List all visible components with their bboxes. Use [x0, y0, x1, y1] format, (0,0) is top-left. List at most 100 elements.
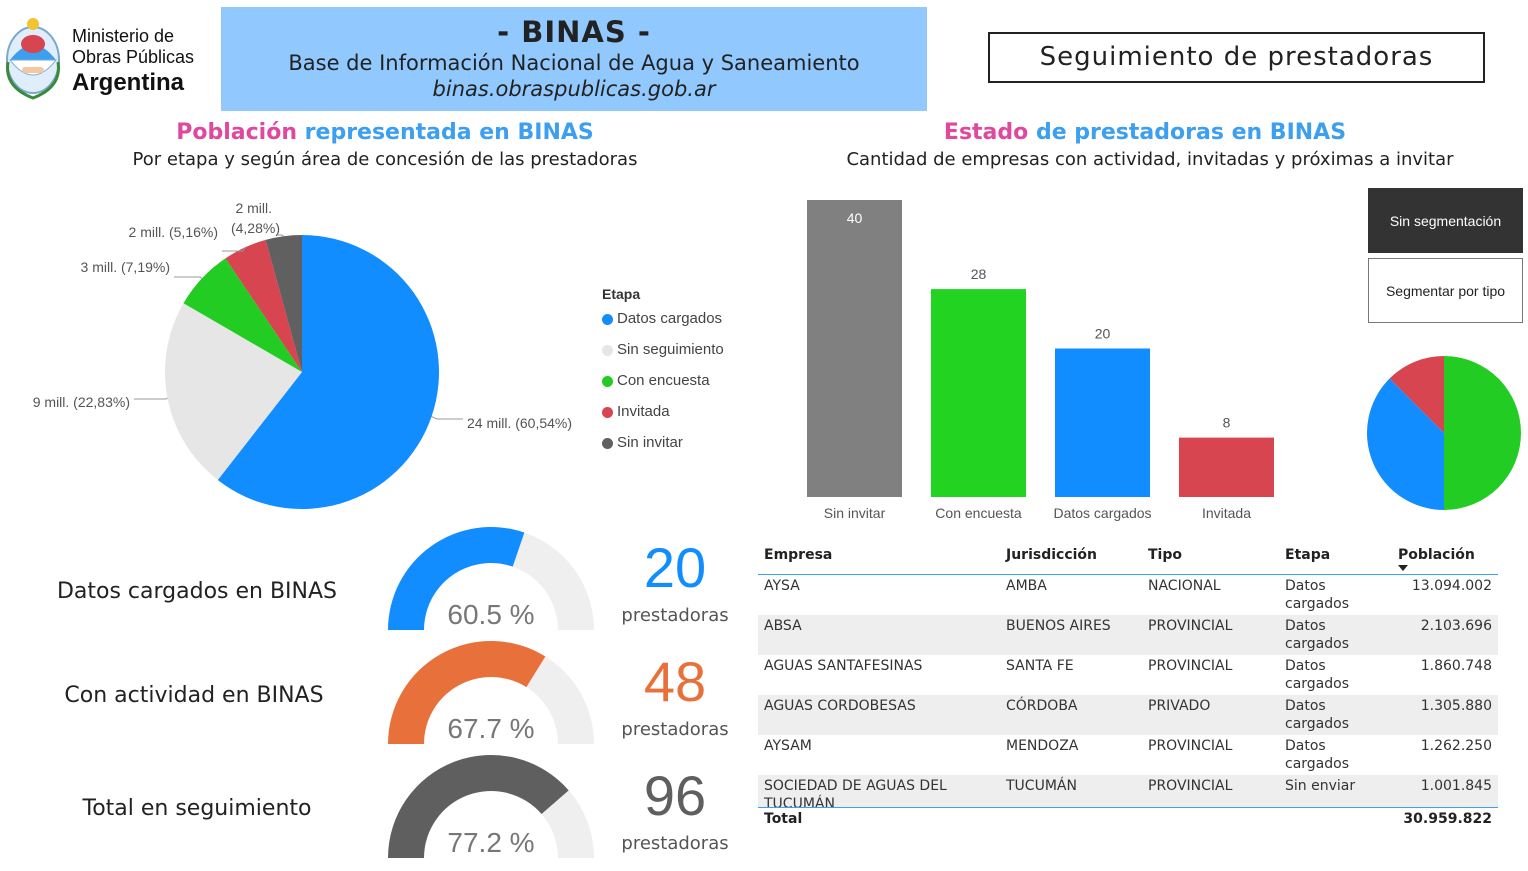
gauge-percent: 77.2 % — [447, 827, 534, 858]
gauge-label-con-actividad: Con actividad en BINAS — [64, 683, 324, 708]
legend-dot — [602, 376, 613, 387]
sort-desc-icon[interactable] — [1398, 565, 1408, 571]
gauge-percent: 60.5 % — [447, 599, 534, 630]
cell-etapa: Datos cargados — [1285, 578, 1349, 612]
cell-tipo: PROVINCIAL — [1148, 738, 1233, 754]
table-row[interactable]: ABSA BUENOS AIRES PROVINCIAL Datos cargados… — [758, 615, 1498, 655]
col-header-empresa[interactable]: Empresa — [764, 547, 833, 563]
binas-url[interactable]: binas.obraspublicas.gob.ar — [432, 77, 716, 101]
legend-item-sin-invitar[interactable]: Sin invitar — [602, 434, 724, 465]
legend-label: Sin invitar — [617, 434, 683, 451]
pie-data-label: 2 mill. (4,28%) — [231, 200, 280, 236]
ministry-line-2: Obras Públicas — [72, 47, 195, 67]
legend-item-invitada[interactable]: Invitada — [602, 403, 724, 434]
gauge-con-actividad: 67.7 % — [388, 641, 594, 744]
bar-category-label: Invitada — [1202, 505, 1251, 521]
bar-value-label: 20 — [1095, 326, 1111, 342]
pie-data-label: 2 mill. (5,16%) — [129, 224, 218, 240]
cell-poblacion: 13.094.002 — [1411, 578, 1492, 594]
cell-etapa: Datos cargados — [1285, 738, 1349, 772]
pie-section-subtitle: Por etapa y según área de concesión de l… — [132, 149, 638, 170]
gauge-count-datos-cargados: 20 — [643, 536, 707, 599]
cell-tipo: NACIONAL — [1148, 578, 1221, 594]
legend-dot — [602, 438, 613, 449]
small-pie-slice[interactable] — [1389, 356, 1444, 433]
pie-data-label: 24 mill. (60,54%) — [467, 415, 572, 431]
total-empty — [1142, 808, 1279, 830]
table-body[interactable]: AYSA AMBA NACIONAL Datos cargados 13.094.002… — [758, 575, 1498, 807]
gauge-count-total: 96 — [643, 764, 707, 827]
bar-title-part1: Estado — [943, 120, 1029, 145]
gauge-unit: prestadoras — [621, 833, 729, 854]
binas-subtitle: Base de Información Nacional de Agua y S… — [288, 51, 860, 75]
table-row[interactable]: AGUAS CORDOBESAS CÓRDOBA PRIVADO Datos carg… — [758, 695, 1498, 735]
pie-section-title: Población representada en BINAS — [110, 120, 660, 145]
pie-slice-sin-seguimiento[interactable] — [164, 303, 302, 481]
pie-title-part1: Población — [176, 120, 297, 145]
pie-slice-invitada[interactable] — [225, 239, 302, 372]
providers-table: Empresa Jurisdicción Tipo Etapa Població… — [758, 540, 1498, 830]
cell-empresa: AYSA — [764, 578, 800, 594]
legend-item-datos-cargados[interactable]: Datos cargados — [602, 310, 724, 341]
argentina-seal-icon — [6, 18, 60, 100]
table-header: Empresa Jurisdicción Tipo Etapa Població… — [758, 540, 1498, 575]
col-header-poblacion-label: Población — [1398, 547, 1475, 563]
cell-jurisdiccion: SANTA FE — [1006, 658, 1074, 674]
legend-dot — [602, 345, 613, 356]
cell-tipo: PRIVADO — [1148, 698, 1211, 714]
cell-etapa: Datos cargados — [1285, 658, 1349, 692]
bar-con-encuesta[interactable] — [931, 289, 1026, 497]
cell-empresa: AYSAM — [764, 738, 812, 754]
col-header-tipo[interactable]: Tipo — [1148, 547, 1182, 563]
table-row[interactable]: SOCIEDAD DE AGUAS DEL TUCUMÁN TUCUMÁN PROV… — [758, 775, 1498, 807]
bar-sin-invitar[interactable] — [807, 200, 902, 497]
legend-label: Con encuesta — [617, 372, 710, 389]
population-pie-chart[interactable]: 24 mill. (60,54%) 9 mill. (22,83%) 3 mill.… — [0, 185, 600, 530]
cell-empresa: SOCIEDAD DE AGUAS DEL TUCUMÁN — [764, 778, 947, 807]
gauge-fill — [388, 755, 569, 858]
page-title: Seguimiento de prestadoras — [988, 32, 1485, 83]
legend-item-sin-seguimiento[interactable]: Sin seguimiento — [602, 341, 724, 372]
status-bar-chart[interactable]: 40 Sin invitar 28 Con encuesta 20 Datos carga… — [790, 190, 1290, 530]
cell-empresa: ABSA — [764, 618, 802, 634]
pie-legend: Etapa Datos cargados Sin seguimiento Con… — [602, 286, 724, 465]
cell-etapa: Datos cargados — [1285, 618, 1349, 652]
col-header-poblacion[interactable]: Población — [1390, 540, 1498, 574]
pie-slice-con-encuesta[interactable] — [183, 258, 302, 372]
bar-category-label: Datos cargados — [1053, 505, 1151, 521]
table-row[interactable]: AGUAS SANTAFESINAS SANTA FE PROVINCIAL Dato… — [758, 655, 1498, 695]
no-segmentation-button[interactable]: Sin segmentación — [1368, 188, 1523, 253]
gauge-unit: prestadoras — [621, 719, 729, 740]
col-header-jurisdiccion[interactable]: Jurisdicción — [1006, 547, 1098, 563]
segment-by-type-button[interactable]: Segmentar por tipo — [1368, 258, 1523, 323]
total-empty — [1279, 808, 1390, 830]
legend-title: Etapa — [602, 286, 641, 302]
table-row[interactable]: AYSAM MENDOZA PROVINCIAL Datos cargados 1.26… — [758, 735, 1498, 775]
bar-datos-cargados[interactable] — [1055, 348, 1150, 498]
legend-item-con-encuesta[interactable]: Con encuesta — [602, 372, 724, 403]
total-empty — [1000, 808, 1142, 830]
legend-dot — [602, 314, 613, 325]
pie-leader-line — [431, 416, 463, 420]
bar-category-label: Con encuesta — [935, 505, 1022, 521]
pie-leader-line — [276, 234, 284, 237]
bar-invitada[interactable] — [1179, 437, 1274, 497]
pie-leader-line — [174, 276, 203, 279]
small-pie-slice[interactable] — [1444, 356, 1521, 510]
ministry-name: Ministerio de Obras Públicas Argentina — [72, 26, 194, 98]
ministry-logo — [0, 12, 215, 107]
small-pie-slice[interactable] — [1367, 378, 1444, 510]
bar-category-label: Sin invitar — [824, 505, 886, 521]
cell-jurisdiccion: MENDOZA — [1006, 738, 1079, 754]
table-row[interactable]: AYSA AMBA NACIONAL Datos cargados 13.094.002 — [758, 575, 1498, 615]
pie-slice-sin-invitar[interactable] — [265, 235, 302, 372]
pie-slice-datos-cargados[interactable] — [217, 235, 439, 509]
ministry-line-3: Argentina — [72, 69, 185, 96]
legend-label: Invitada — [617, 403, 670, 420]
gauge-fill — [388, 641, 546, 744]
type-pie-chart[interactable] — [1360, 348, 1528, 518]
pie-data-label: 3 mill. (7,19%) — [81, 259, 170, 275]
col-header-etapa[interactable]: Etapa — [1285, 547, 1331, 563]
cell-empresa: AGUAS CORDOBESAS — [764, 698, 916, 714]
cell-poblacion: 1.262.250 — [1420, 738, 1492, 754]
